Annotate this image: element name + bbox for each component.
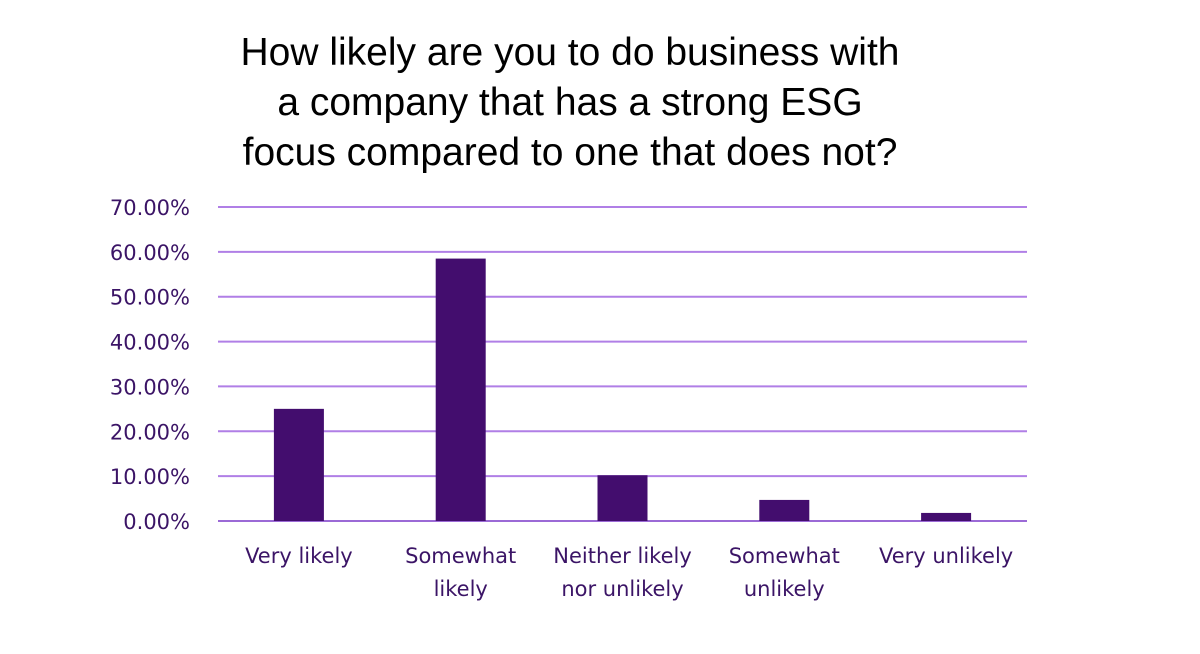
bar [759,499,810,521]
chart-title-line-3: focus compared to one that does not? [242,131,898,174]
x-axis-categories: Very likely Somewhat likely Neither likely n… [245,544,1013,601]
bars [273,258,972,521]
x-category-label: Somewhat [405,544,516,568]
x-category-label: Neither likely [553,544,692,568]
y-tick-label: 30.00% [110,375,190,399]
chart-title-line-2: a company that has a strong ESG [277,81,863,124]
bar [921,512,972,521]
x-category-label: Very likely [245,544,353,568]
x-category-label: nor unlikely [561,577,683,601]
bar [435,258,486,521]
x-category-label: unlikely [744,577,825,601]
y-tick-label: 60.00% [110,241,190,265]
gridlines [218,206,1027,522]
x-category-label: Very unlikely [879,544,1013,568]
y-axis-ticks: 0.00% 10.00% 20.00% 30.00% 40.00% 50.00% 60.00… [110,196,190,534]
y-tick-label: 40.00% [110,331,190,355]
chart-title-line-1: How likely are you to do business with [240,31,900,74]
bar [273,408,324,521]
x-category-label: Somewhat [729,544,840,568]
y-tick-label: 20.00% [110,420,190,444]
x-category-label: likely [434,577,488,601]
y-tick-label: 0.00% [123,510,190,534]
y-tick-label: 50.00% [110,286,190,310]
y-tick-label: 70.00% [110,196,190,220]
chart-title: How likely are you to do business with a… [150,28,990,178]
y-tick-label: 10.00% [110,465,190,489]
bar [597,475,648,521]
